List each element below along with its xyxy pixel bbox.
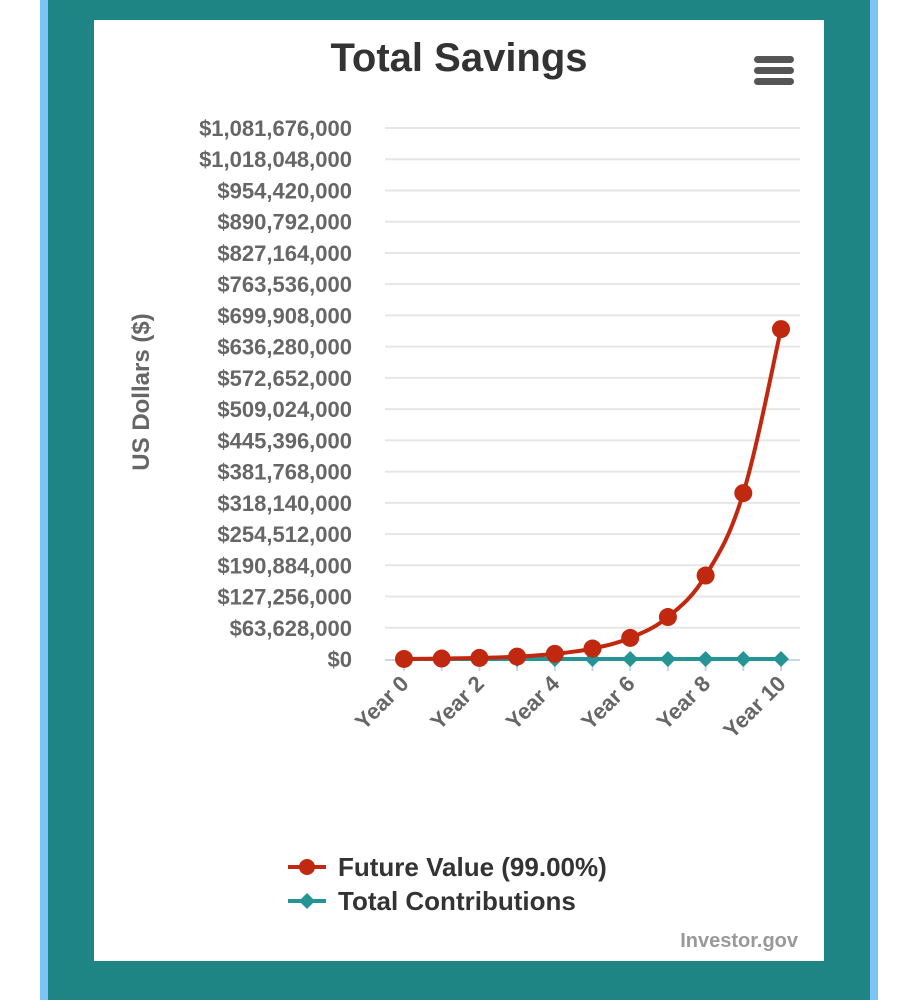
y-tick-label: $636,280,000: [217, 335, 352, 360]
data-point-future-value: [734, 484, 753, 503]
y-tick-label: $763,536,000: [217, 272, 352, 297]
x-tick-label: Year 0: [350, 671, 414, 735]
legend-circle-marker-icon: [288, 859, 326, 875]
data-point-total-contributions: [659, 651, 676, 667]
legend-diamond-marker-icon: [288, 893, 326, 909]
y-tick-label: $509,024,000: [217, 397, 352, 422]
legend-item-future-value[interactable]: Future Value (99.00%): [288, 850, 607, 884]
legend-label-total-contributions: Total Contributions: [338, 885, 576, 916]
y-tick-label: $190,884,000: [217, 553, 352, 578]
y-tick-label: $890,792,000: [217, 210, 352, 235]
y-tick-label: $572,652,000: [217, 366, 352, 391]
data-point-future-value: [696, 566, 715, 585]
y-tick-label: $954,420,000: [217, 178, 352, 203]
y-tick-label: $318,140,000: [217, 491, 352, 516]
data-point-future-value: [470, 648, 489, 667]
legend-label-future-value: Future Value (99.00%): [338, 851, 607, 882]
y-tick-label: $127,256,000: [217, 585, 352, 610]
data-point-future-value: [432, 649, 451, 668]
data-point-total-contributions: [697, 651, 714, 667]
chart-title: Total Savings: [330, 36, 588, 80]
data-point-future-value: [545, 644, 564, 663]
data-point-future-value: [583, 639, 602, 658]
y-tick-label: $63,628,000: [230, 616, 352, 641]
y-tick-label: $1,081,676,000: [199, 116, 352, 141]
data-point-future-value: [621, 628, 640, 647]
legend-item-total-contributions[interactable]: Total Contributions: [288, 884, 607, 918]
y-tick-label: $254,512,000: [217, 522, 352, 547]
chart-menu-button[interactable]: [748, 48, 800, 92]
x-tick-label: Year 10: [718, 671, 790, 743]
data-point-future-value: [508, 647, 527, 666]
data-point-total-contributions: [735, 651, 752, 667]
y-tick-label: $0: [328, 647, 352, 672]
data-point-total-contributions: [622, 651, 639, 667]
credit-link[interactable]: Investor.gov: [680, 930, 798, 952]
x-tick-label: Year 8: [652, 671, 716, 735]
y-tick-label: $699,908,000: [217, 303, 352, 328]
chart-card: [94, 20, 824, 961]
x-tick-label: Year 6: [576, 671, 640, 735]
data-point-future-value: [772, 320, 790, 339]
data-point-future-value: [658, 608, 677, 627]
y-tick-label: $1,018,048,000: [199, 147, 352, 172]
data-point-future-value: [395, 649, 413, 668]
y-tick-label: $827,164,000: [217, 241, 352, 266]
x-tick-label: Year 4: [501, 670, 565, 734]
y-tick-label: $445,396,000: [217, 428, 352, 453]
y-tick-label: $381,768,000: [217, 460, 352, 485]
data-point-total-contributions: [773, 651, 789, 667]
chart-legend: Future Value (99.00%) Total Contribution…: [288, 850, 607, 918]
x-tick-label: Year 2: [425, 671, 489, 735]
